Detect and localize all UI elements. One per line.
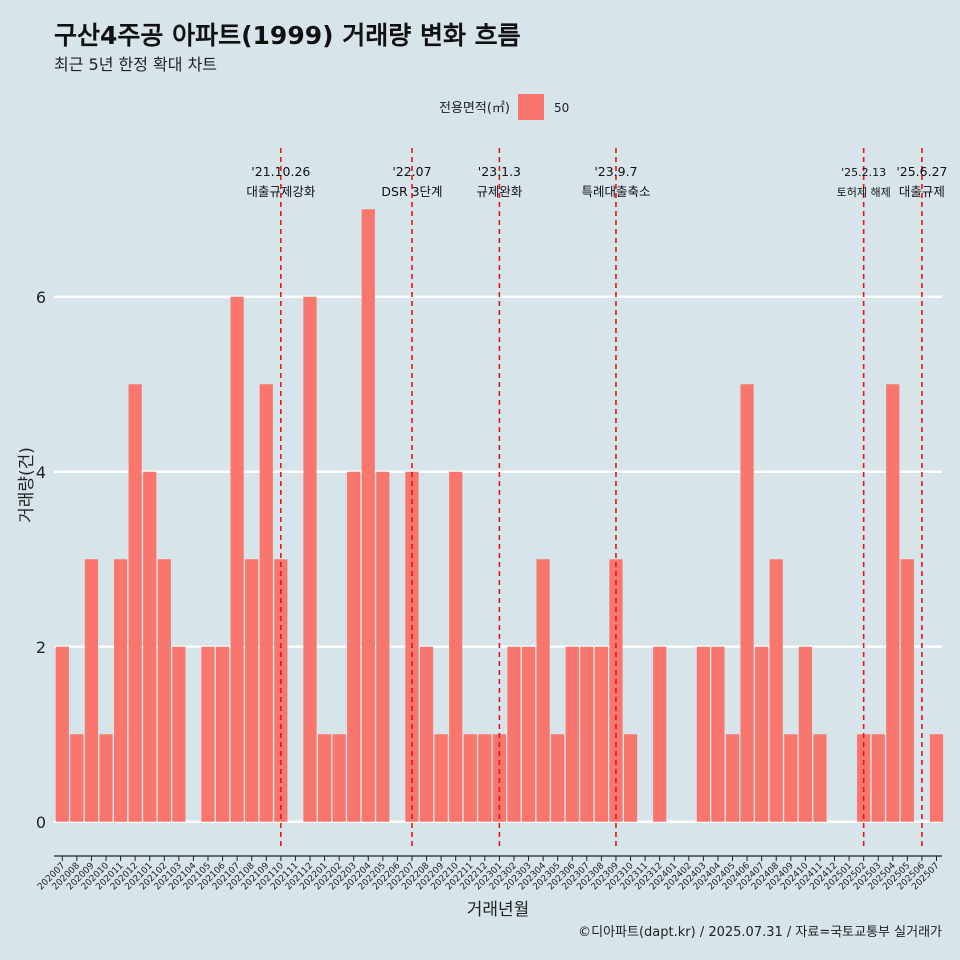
bar-202504 [886, 384, 900, 822]
bar-202011 [113, 559, 128, 822]
bar-202107 [230, 296, 244, 822]
event-date-202301: '23.1.3 [478, 164, 521, 179]
event-label-202301: 규제완화 [476, 184, 523, 199]
event-date-202309: '23.9.7 [594, 164, 637, 179]
bar-202302 [507, 646, 521, 822]
caption: ©디아파트(dapt.kr) / 2025.07.31 / 자료=국토교통부 실… [578, 925, 942, 940]
bar-202106 [215, 646, 230, 822]
bar-202205 [376, 471, 390, 822]
y-axis-title: 거래량(건) [17, 447, 37, 523]
bar-202308 [594, 646, 608, 822]
bar-202409 [784, 734, 798, 822]
chart-title: 구산4주공 아파트(1999) 거래량 변화 흐름 [54, 21, 521, 50]
bar-202312 [653, 646, 667, 822]
bar-202307 [580, 646, 594, 822]
bar-202102 [157, 559, 171, 822]
bar-202203 [347, 471, 361, 822]
event-date-202502: '25.2.13 [841, 166, 886, 179]
bar-202105 [201, 646, 215, 822]
bar-202310 [623, 734, 638, 822]
bar-202405 [725, 734, 740, 822]
bar-202211 [463, 734, 477, 822]
bar-202408 [769, 559, 783, 822]
bar-202208 [419, 646, 434, 822]
bar-202304 [536, 559, 550, 822]
bar-202209 [434, 734, 448, 822]
bars [55, 209, 944, 822]
event-date-202207: '22.07 [392, 164, 431, 179]
y-tick-4: 4 [36, 463, 46, 482]
bar-202411 [813, 734, 827, 822]
legend-entry-50: 50 [554, 101, 569, 115]
bar-202202 [332, 734, 346, 822]
event-date-202110: '21.10.26 [251, 164, 310, 179]
bar-202112 [303, 296, 317, 822]
bar-202303 [521, 646, 536, 822]
bar-202204 [361, 209, 375, 822]
chart-subtitle: 최근 5년 한정 확대 차트 [54, 55, 217, 74]
bar-202410 [798, 646, 812, 822]
legend-title: 전용면적(㎡) [439, 101, 510, 116]
event-label-202309: 특례대출축소 [581, 184, 650, 199]
bar-202305 [551, 734, 565, 822]
y-tick-6: 6 [36, 288, 46, 307]
bar-202505 [900, 559, 914, 822]
bar-202010 [99, 734, 113, 822]
bar-202012 [128, 384, 142, 822]
legend-swatch [518, 94, 544, 120]
bar-202404 [711, 646, 725, 822]
bar-202212 [478, 734, 492, 822]
x-axis-title: 거래년월 [467, 900, 530, 920]
y-tick-2: 2 [36, 638, 46, 657]
bar-202406 [740, 384, 754, 822]
bar-202108 [245, 559, 259, 822]
bar-202507 [929, 734, 944, 822]
x-axis: 2020072020082020092020102020112020122021… [36, 855, 942, 892]
bar-202109 [259, 384, 273, 822]
bar-202007 [55, 646, 69, 822]
event-label-202207: DSR 3단계 [381, 184, 442, 199]
bar-202503 [871, 734, 885, 822]
event-lines: '21.10.26 대출규제강화 '22.07 DSR 3단계 '23.1.3 규제완화 '… [246, 148, 948, 848]
bar-202103 [172, 646, 186, 822]
bar-202407 [755, 646, 769, 822]
bar-202008 [70, 734, 84, 822]
event-label-202502: 토허제 해제 [837, 185, 891, 199]
bar-202210 [449, 471, 463, 822]
bar-202201 [317, 734, 332, 822]
event-date-202506: '25.6.27 [896, 164, 947, 179]
event-label-202110: 대출규제강화 [246, 184, 316, 199]
legend: 전용면적(㎡) 50 [439, 94, 569, 120]
bar-202009 [84, 559, 99, 822]
event-label-202506: 대출규제 [899, 184, 945, 199]
y-axis: 0 2 4 6 [36, 288, 46, 832]
bar-202403 [696, 646, 710, 822]
bar-202101 [143, 471, 157, 822]
bar-202306 [565, 646, 579, 822]
y-tick-0: 0 [36, 813, 46, 832]
